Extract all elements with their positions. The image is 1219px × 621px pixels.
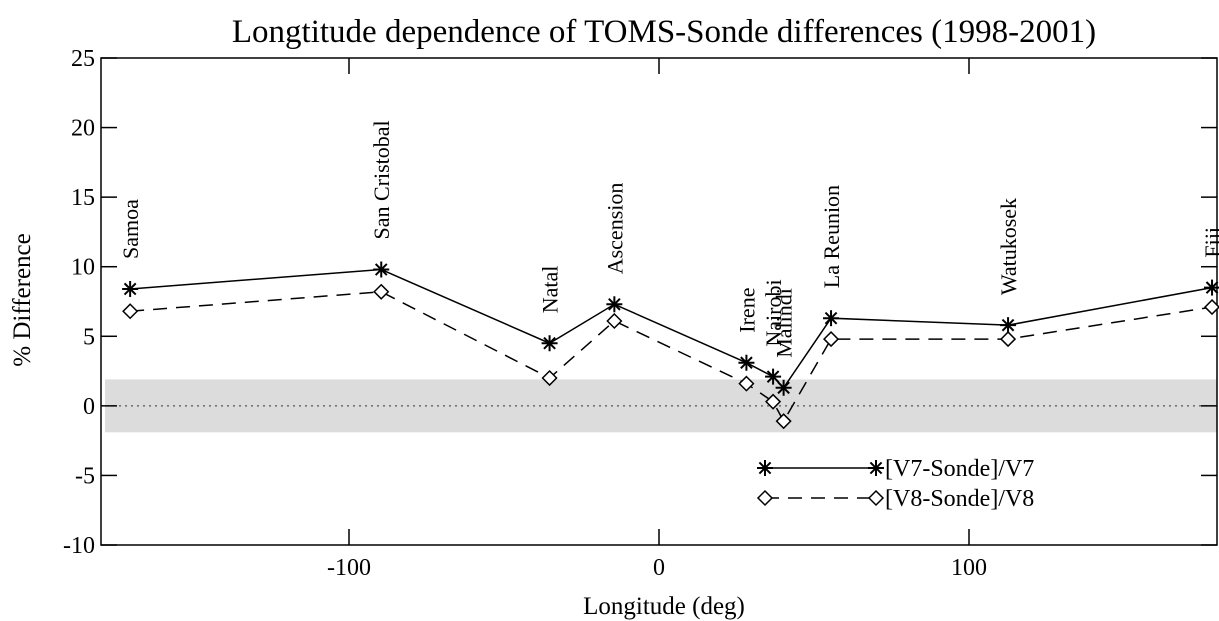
point-marker (738, 375, 755, 392)
x-axis-label: Longitude (deg) (583, 593, 745, 620)
marker-stroke (1205, 281, 1219, 294)
point-marker (1000, 317, 1017, 334)
legend-marker (868, 460, 884, 476)
point-marker (1203, 299, 1219, 316)
point-marker (541, 335, 558, 352)
point-marker (122, 303, 139, 320)
point-marker (775, 379, 792, 396)
station-label: Watukosek (996, 198, 1021, 295)
marker-stroke (374, 263, 388, 276)
y-tick-label: 5 (83, 324, 95, 350)
station-label: La Reunion (819, 185, 844, 288)
station-label: Fiji (1200, 227, 1219, 258)
legend-label: [V8-Sonde]/V8 (885, 486, 1034, 512)
point-marker (765, 393, 782, 410)
point-marker (541, 369, 558, 387)
marker-stroke (824, 311, 838, 325)
point-marker (606, 296, 623, 313)
marker-stroke (608, 297, 621, 311)
x-tick-label: 100 (951, 555, 987, 581)
marker-stroke (740, 356, 753, 370)
point-marker (122, 280, 139, 297)
point-marker (823, 310, 840, 327)
marker-stroke (777, 381, 790, 395)
point-marker (775, 413, 792, 430)
station-label: San Cristobal (369, 120, 394, 239)
point-marker (1204, 279, 1219, 296)
marker-stroke (766, 370, 780, 383)
y-tick-label: 25 (71, 46, 95, 72)
point-marker (822, 331, 840, 348)
point-marker (765, 368, 782, 385)
station-label: Natal (538, 266, 563, 314)
marker-stroke (123, 282, 137, 296)
point-marker (999, 331, 1017, 348)
series-line (130, 268, 1213, 389)
y-tick-label: 20 (71, 116, 95, 142)
point-marker (373, 261, 390, 278)
point-marker (373, 283, 390, 300)
marker-stroke (869, 461, 883, 475)
y-tick-label: 0 (83, 394, 95, 420)
series-line (130, 290, 1213, 423)
y-tick-label: -10 (63, 533, 95, 559)
y-tick-label: 15 (71, 185, 95, 211)
y-tick-label: 10 (71, 255, 95, 281)
legend-marker (757, 460, 773, 476)
legend-marker (867, 489, 885, 507)
station-label: Malindi (772, 288, 797, 358)
x-tick-label: 0 (653, 555, 665, 581)
y-tick-label: -5 (75, 463, 95, 489)
point-marker (606, 312, 623, 330)
x-tick-label: -100 (327, 555, 371, 581)
station-label: Samoa (118, 199, 143, 259)
marker-stroke (1001, 318, 1015, 332)
legend-marker (756, 489, 774, 507)
marker-stroke (758, 461, 772, 475)
station-label: Nairobi (761, 279, 786, 346)
chart-title: Longtitude dependence of TOMS-Sonde diff… (232, 14, 1096, 50)
y-axis-label: % Difference (9, 233, 36, 366)
plot-frame (100, 57, 1218, 546)
legend-label: [V7-Sonde]/V7 (885, 456, 1034, 482)
point-marker (738, 354, 755, 371)
station-label: Irene (734, 288, 759, 333)
station-label: Ascension (602, 183, 627, 275)
marker-stroke (543, 336, 556, 350)
